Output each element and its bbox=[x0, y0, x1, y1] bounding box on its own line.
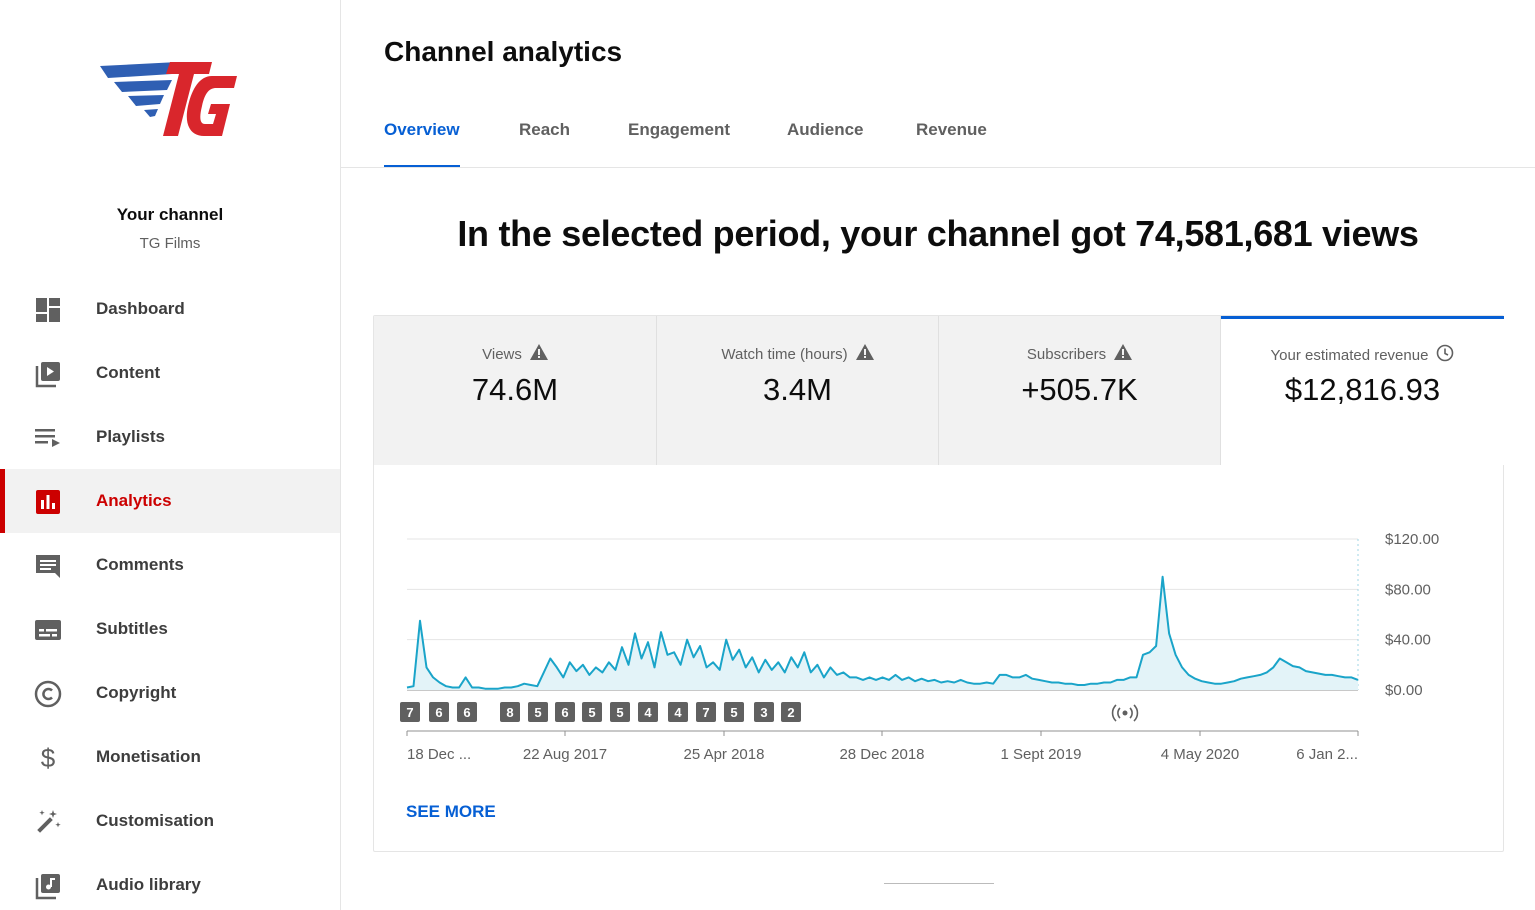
tg-logo-icon bbox=[100, 62, 237, 136]
metric-value: 74.6M bbox=[471, 372, 559, 407]
metric-label: Watch time (hours) bbox=[721, 345, 848, 363]
tab-audience[interactable]: Audience bbox=[787, 120, 864, 139]
sidebar-item-copyright[interactable]: Copyright bbox=[0, 661, 340, 725]
metric-value: 3.4M bbox=[763, 372, 832, 407]
metric-label: Your estimated revenue bbox=[1270, 346, 1429, 364]
analytics-icon bbox=[34, 488, 62, 516]
playlists-icon bbox=[34, 424, 62, 452]
sidebar-item-audio-library[interactable]: Audio library bbox=[0, 853, 340, 910]
views-headline: In the selected period, your channel got… bbox=[457, 213, 1419, 254]
your-channel-title: Your channel bbox=[116, 205, 224, 224]
tab-revenue[interactable]: Revenue bbox=[916, 120, 987, 139]
warning-icon bbox=[855, 344, 874, 364]
clock-icon bbox=[1436, 344, 1454, 366]
sidebar: Your channel TG Films Dashboard Content … bbox=[0, 0, 341, 910]
sidebar-item-label: Audio library bbox=[96, 875, 201, 894]
sidebar-item-comments[interactable]: Comments bbox=[0, 533, 340, 597]
metric-subscribers[interactable]: Subscribers +505.7K bbox=[939, 316, 1221, 465]
warning-icon bbox=[1114, 344, 1133, 364]
tab-engagement[interactable]: Engagement bbox=[628, 120, 731, 139]
sidebar-item-playlists[interactable]: Playlists bbox=[0, 405, 340, 469]
sidebar-item-label: Subtitles bbox=[96, 619, 168, 638]
sidebar-item-customisation[interactable]: Customisation bbox=[0, 789, 340, 853]
customisation-icon bbox=[34, 808, 62, 836]
sidebar-item-monetisation[interactable]: $ Monetisation bbox=[0, 725, 340, 789]
sidebar-item-analytics[interactable]: Analytics bbox=[0, 469, 340, 533]
channel-logo[interactable] bbox=[100, 58, 245, 143]
sidebar-item-dashboard[interactable]: Dashboard bbox=[0, 277, 340, 341]
subtitles-icon bbox=[34, 616, 62, 644]
metric-label: Views bbox=[482, 345, 522, 363]
header-divider bbox=[341, 167, 1535, 168]
sidebar-item-label: Copyright bbox=[96, 683, 177, 702]
metric-value: +505.7K bbox=[1021, 372, 1138, 407]
sidebar-item-label: Analytics bbox=[96, 491, 172, 510]
sidebar-item-label: Monetisation bbox=[96, 747, 201, 766]
metric-views[interactable]: Views 74.6M bbox=[374, 316, 657, 465]
audio-library-icon bbox=[34, 872, 62, 900]
content-icon bbox=[34, 360, 62, 388]
sidebar-item-label: Playlists bbox=[96, 427, 165, 446]
dashboard-icon bbox=[34, 296, 62, 324]
comments-icon bbox=[34, 552, 62, 580]
metric-watch-time[interactable]: Watch time (hours) 3.4M bbox=[657, 316, 939, 465]
sidebar-item-label: Comments bbox=[96, 555, 184, 574]
metric-revenue[interactable]: Your estimated revenue $12,816.93 bbox=[1221, 316, 1504, 465]
see-more-link[interactable]: SEE MORE bbox=[406, 802, 496, 821]
sidebar-item-label: Dashboard bbox=[96, 299, 185, 318]
tab-reach[interactable]: Reach bbox=[519, 120, 571, 139]
sidebar-item-subtitles[interactable]: Subtitles bbox=[0, 597, 340, 661]
copyright-icon bbox=[34, 680, 62, 708]
tab-overview[interactable]: Overview bbox=[384, 120, 460, 168]
analytics-card: Views 74.6M Watch time (hours) 3.4M Subs… bbox=[373, 315, 1504, 852]
metric-value: $12,816.93 bbox=[1284, 372, 1441, 407]
sidebar-item-label: Customisation bbox=[96, 811, 215, 830]
metric-label: Subscribers bbox=[1026, 345, 1107, 363]
sidebar-item-label: Content bbox=[96, 363, 161, 382]
svg-text:$: $ bbox=[41, 744, 56, 772]
sidebar-nav: Dashboard Content Playlists Analytics Co… bbox=[0, 277, 340, 910]
channel-name: TG Films bbox=[139, 235, 201, 252]
page-title: Channel analytics bbox=[384, 36, 623, 67]
monetisation-icon: $ bbox=[34, 744, 62, 772]
sidebar-item-content[interactable]: Content bbox=[0, 341, 340, 405]
bottom-divider bbox=[884, 883, 994, 884]
warning-icon bbox=[529, 344, 548, 364]
